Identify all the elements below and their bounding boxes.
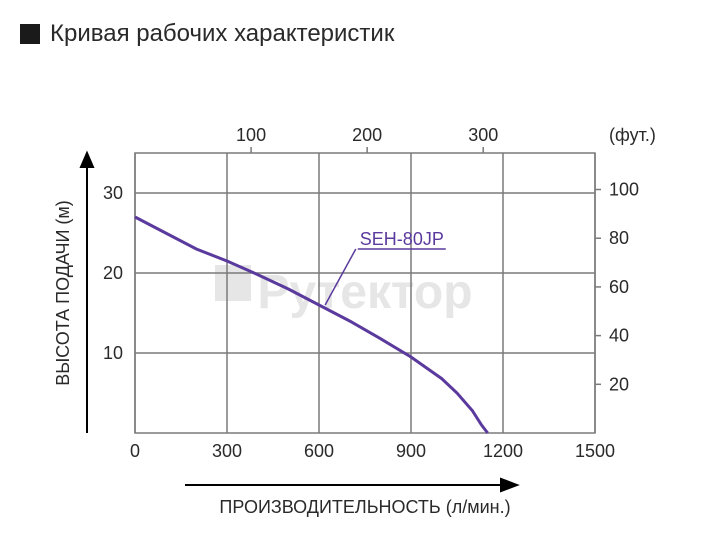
title-bullet — [20, 24, 40, 44]
x-tick-top: 300 — [468, 125, 498, 145]
y-tick-right: 60 — [609, 277, 629, 297]
y-tick-right: 100 — [609, 180, 639, 200]
x-tick-bottom: 900 — [396, 441, 426, 461]
y-tick-right: 80 — [609, 228, 629, 248]
x-arrowhead — [501, 479, 517, 491]
y-tick-left: 30 — [103, 183, 123, 203]
y-tick-right: 40 — [609, 326, 629, 346]
chart-title: Кривая рабочих характеристик — [50, 20, 394, 48]
x-axis-title: ПРОИЗВОДИТЕЛЬНОСТЬ (л/мин.) — [219, 497, 510, 517]
chart-svg: Рутектор SEH-80JP 0 300 600 900 1200 1500 100 200… — [20, 68, 690, 528]
watermark: Рутектор — [257, 266, 472, 319]
y-tick-left: 20 — [103, 263, 123, 283]
y-tick-right: 20 — [609, 374, 629, 394]
x-tick-bottom: 300 — [212, 441, 242, 461]
x-tick-bottom: 1200 — [483, 441, 523, 461]
chart-title-row: Кривая рабочих характеристик — [20, 20, 690, 48]
x-tick-bottom: 600 — [304, 441, 334, 461]
x-tick-top: 100 — [236, 125, 266, 145]
series-label: SEH-80JP — [360, 229, 444, 249]
x-tick-bottom: 0 — [130, 441, 140, 461]
x-tick-bottom: 1500 — [575, 441, 615, 461]
y-right-unit: (фут.) — [609, 125, 656, 145]
chart-container: Рутектор SEH-80JP 0 300 600 900 1200 1500 100 200… — [20, 68, 690, 528]
y-arrowhead — [81, 153, 93, 167]
y-tick-left: 10 — [103, 343, 123, 363]
y-axis-title: ВЫСОТА ПОДАЧИ (м) — [53, 200, 73, 386]
x-tick-top: 200 — [352, 125, 382, 145]
